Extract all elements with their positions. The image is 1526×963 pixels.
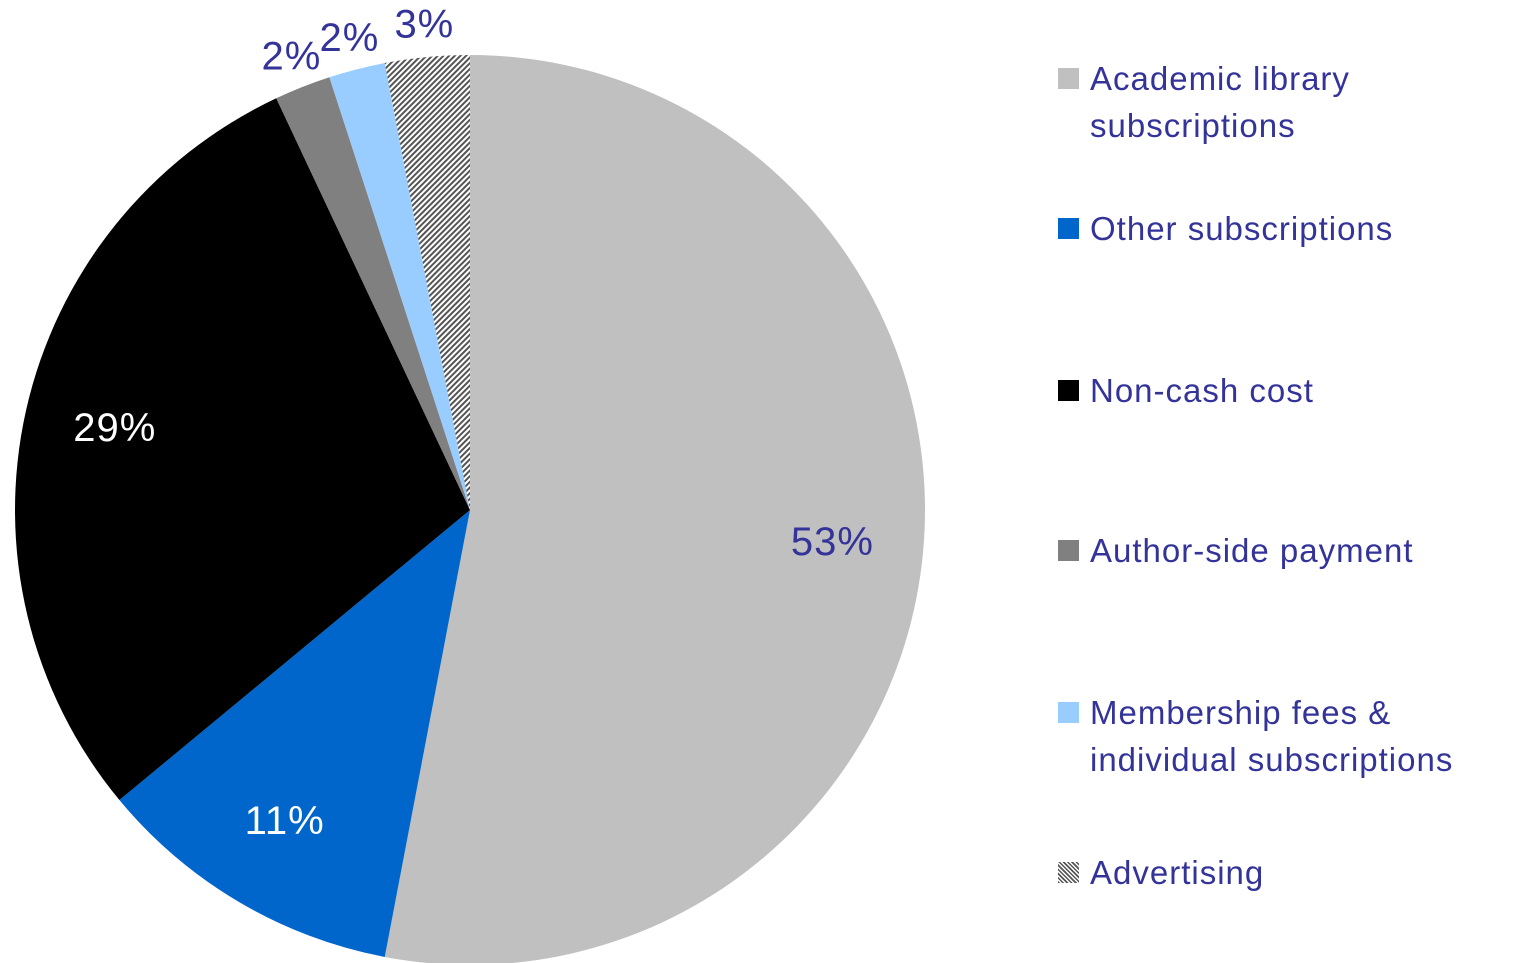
legend-label: Author-side payment	[1090, 532, 1414, 569]
legend-label: Advertising	[1090, 854, 1265, 891]
legend-label: Membership fees & individual subscriptio…	[1090, 694, 1454, 778]
legend-swatch	[1058, 702, 1079, 723]
data-label: 29%	[73, 406, 156, 450]
legend-item: Membership fees & individual subscriptio…	[1058, 689, 1524, 783]
legend-item: Advertising	[1058, 849, 1524, 896]
pie-slice	[119, 510, 470, 957]
legend-item: Non-cash cost	[1058, 367, 1524, 414]
data-label: 2%	[262, 35, 322, 79]
pie-slice	[276, 77, 470, 510]
legend-item: Author-side payment	[1058, 527, 1524, 574]
data-label: 3%	[394, 3, 454, 47]
pie-slice	[329, 63, 470, 511]
legend-label: Other subscriptions	[1090, 210, 1394, 247]
legend-label: Academic library subscriptions	[1090, 60, 1350, 144]
pie-slice	[15, 98, 471, 801]
pie-slice	[384, 55, 470, 510]
legend-swatch	[1058, 540, 1079, 561]
legend-item: Other subscriptions	[1058, 205, 1524, 252]
legend-swatch	[1058, 68, 1079, 89]
legend-item: Academic library subscriptions	[1058, 55, 1524, 149]
legend-swatch	[1058, 862, 1079, 883]
data-label: 11%	[245, 799, 325, 843]
data-label: 53%	[791, 520, 874, 564]
legend-swatch	[1058, 218, 1079, 239]
data-label: 2%	[319, 16, 379, 60]
legend-swatch	[1058, 380, 1079, 401]
legend-label: Non-cash cost	[1090, 372, 1314, 409]
pie-slice	[384, 55, 925, 963]
